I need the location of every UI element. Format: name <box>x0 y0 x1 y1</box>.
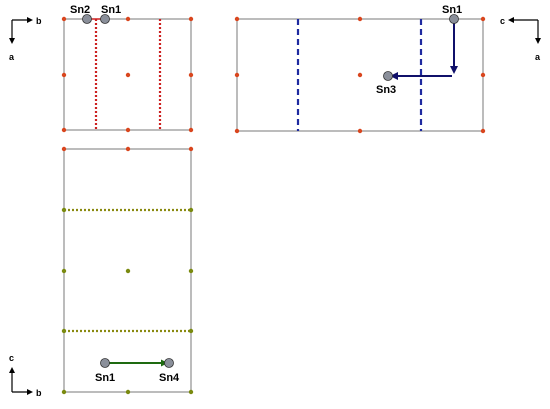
lattice-node <box>61 146 67 152</box>
axis-label-b: b <box>36 16 42 26</box>
axis-c-arrowhead <box>508 17 514 23</box>
panel-bottom-left: Sn1 Sn4 c b <box>9 146 194 398</box>
lattice-node <box>125 146 131 152</box>
lattice-node <box>357 16 363 22</box>
axis-b-arrowhead <box>27 17 33 23</box>
atom-sn3 <box>383 71 393 81</box>
lattice-node <box>188 207 194 213</box>
atom-sn1 <box>100 14 110 24</box>
lattice-nodes <box>234 16 486 134</box>
lattice-node <box>61 16 67 22</box>
lattice-node <box>61 328 67 334</box>
lattice-node <box>125 389 131 395</box>
axis-label-c: c <box>500 16 505 26</box>
lattice-node <box>188 389 194 395</box>
lattice-node <box>61 207 67 213</box>
atom-sn4 <box>164 358 174 368</box>
lattice-node <box>188 127 194 133</box>
atom-label-sn1: Sn1 <box>101 4 121 16</box>
lattice-node <box>188 146 194 152</box>
lattice-node <box>61 72 67 78</box>
arrowhead <box>390 72 398 80</box>
lattice-node <box>480 72 486 78</box>
axis-indicator-bottom-left: c b <box>9 353 42 398</box>
axis-indicator-top-left: b a <box>9 16 42 62</box>
atom-sn1 <box>449 14 459 24</box>
lattice-node <box>188 268 194 274</box>
atom-sn2 <box>82 14 92 24</box>
lattice-node <box>357 128 363 134</box>
lattice-node <box>234 72 240 78</box>
axis-c-arrowhead <box>9 367 15 373</box>
axis-label-b: b <box>36 388 42 398</box>
atom-label-sn1: Sn1 <box>95 372 115 384</box>
panel-top-left: b a Sn2 Sn1 <box>9 4 194 133</box>
axis-label-a: a <box>535 52 541 62</box>
lattice-node <box>125 127 131 133</box>
lattice-nodes <box>61 16 194 133</box>
atom-sn1 <box>100 358 110 368</box>
lattice-node <box>125 16 131 22</box>
lattice-node <box>61 127 67 133</box>
lattice-node <box>188 328 194 334</box>
lattice-node <box>234 128 240 134</box>
axis-label-a: a <box>9 52 15 62</box>
atom-label-sn1: Sn1 <box>442 4 462 16</box>
lattice-node <box>357 72 363 78</box>
lattice-node <box>61 389 67 395</box>
axis-a-arrowhead <box>535 38 541 44</box>
axis-indicator-top-right: c a <box>500 16 541 62</box>
lattice-node <box>61 268 67 274</box>
lattice-node <box>125 268 131 274</box>
atom-label-sn2: Sn2 <box>70 4 90 16</box>
arrowhead <box>450 66 458 74</box>
panel-top-right: Sn1 Sn3 c a <box>234 4 541 134</box>
atom-label-sn3: Sn3 <box>376 84 396 96</box>
lattice-node <box>188 16 194 22</box>
lattice-nodes <box>61 146 194 395</box>
atom-label-sn4: Sn4 <box>159 372 180 384</box>
lattice-node <box>480 128 486 134</box>
lattice-node <box>188 72 194 78</box>
lattice-node <box>234 16 240 22</box>
axis-b-arrowhead <box>27 389 33 395</box>
axis-a-arrowhead <box>9 38 15 44</box>
lattice-node <box>125 72 131 78</box>
lattice-node <box>480 16 486 22</box>
axis-label-c: c <box>9 353 14 363</box>
